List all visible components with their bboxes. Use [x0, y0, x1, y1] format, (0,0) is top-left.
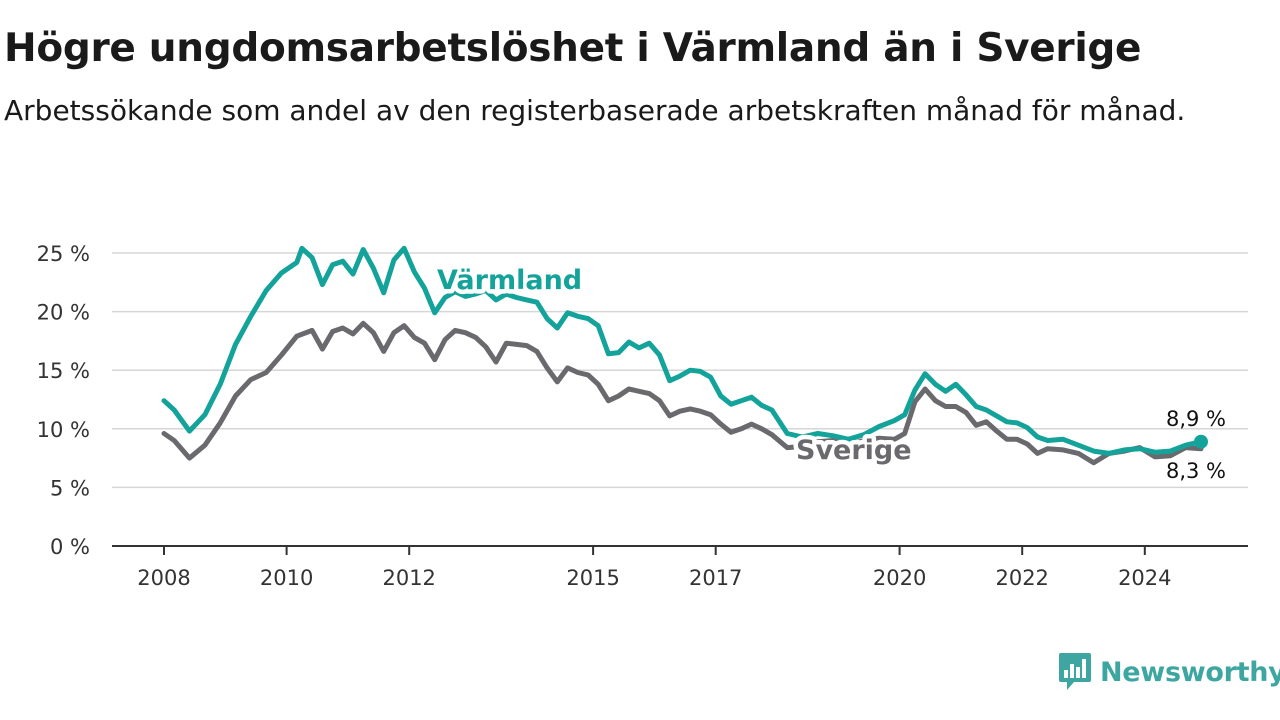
y-tick-label: 15 % — [37, 359, 90, 383]
series-lines — [164, 248, 1201, 462]
end-value-label-varmland: 8,9 % — [1166, 407, 1226, 431]
y-tick-label: 20 % — [37, 301, 90, 325]
y-tick-label: 0 % — [50, 535, 90, 559]
x-tick-label: 2017 — [689, 566, 742, 590]
series-label-sverige: Sverige — [796, 435, 912, 466]
end-value-label-sverige: 8,3 % — [1166, 459, 1226, 483]
x-tick-label: 2022 — [995, 566, 1048, 590]
newsworthy-brand: Newsworthy — [1058, 652, 1280, 692]
x-tick-label: 2008 — [137, 566, 190, 590]
series-end-dot-varmland — [1194, 435, 1208, 449]
brand-name: Newsworthy — [1100, 657, 1280, 688]
y-tick-label: 5 % — [50, 476, 90, 500]
x-tick-label: 2020 — [873, 566, 926, 590]
y-tick-label: 25 % — [37, 242, 90, 266]
y-axis-ticks: 0 % 5 % 10 % 15 % 20 % 25 % — [37, 242, 90, 559]
x-tick-label: 2012 — [382, 566, 435, 590]
x-tick-label: 2024 — [1118, 566, 1171, 590]
series-label-varmland: Värmland — [437, 265, 582, 296]
x-tick-label: 2010 — [260, 566, 313, 590]
x-tick-label: 2015 — [566, 566, 619, 590]
series-line-varmland — [164, 248, 1201, 453]
y-tick-label: 10 % — [37, 418, 90, 442]
line-chart: 0 %5 %10 %15 %20 %25 % 2008 2010 2012 2015 2… — [0, 0, 1280, 720]
newsworthy-logo-icon — [1058, 652, 1092, 692]
x-axis-ticks: 2008 2010 2012 2015 2017 2020 2022 2024 — [137, 546, 1171, 590]
